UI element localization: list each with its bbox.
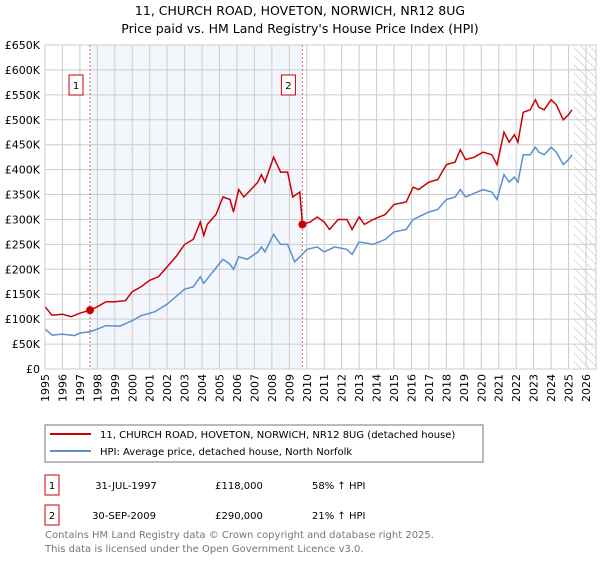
x-tick-label: 1997 bbox=[74, 374, 87, 402]
x-tick-label: 2025 bbox=[563, 374, 576, 402]
x-tick-label: 2015 bbox=[388, 374, 401, 402]
shaded-period bbox=[90, 45, 303, 369]
sale-point bbox=[298, 220, 307, 229]
y-tick-label: £250K bbox=[5, 238, 41, 251]
x-tick-label: 2005 bbox=[214, 374, 227, 402]
x-tick-label: 2002 bbox=[161, 374, 174, 402]
legend-box bbox=[44, 424, 484, 463]
chart-title: 11, CHURCH ROAD, HOVETON, NORWICH, NR12 … bbox=[135, 3, 465, 18]
sale-marker-badge bbox=[44, 504, 60, 526]
x-tick-label: 2003 bbox=[179, 374, 192, 402]
x-tick-label: 2014 bbox=[371, 374, 384, 402]
legend-label-property: 11, CHURCH ROAD, HOVETON, NORWICH, NR12 … bbox=[100, 430, 455, 441]
footer-licence: This data is licensed under the Open Gov… bbox=[44, 544, 364, 555]
x-tick-label: 1999 bbox=[109, 374, 122, 402]
sale-price: £118,000 bbox=[215, 481, 263, 492]
x-tick-label: 2000 bbox=[126, 374, 139, 402]
x-tick-label: 1995 bbox=[39, 374, 52, 402]
plot-frame bbox=[44, 44, 597, 370]
sale-date: 30-SEP-2009 bbox=[92, 511, 156, 522]
x-tick-label: 1996 bbox=[56, 374, 69, 402]
x-tick-label: 2019 bbox=[458, 374, 471, 402]
x-tick-label: 2021 bbox=[493, 374, 506, 402]
y-tick-label: £400K bbox=[5, 164, 41, 177]
y-tick-label: £500K bbox=[5, 114, 41, 127]
sale-label: 1 bbox=[73, 81, 79, 92]
y-tick-label: £150K bbox=[5, 288, 41, 301]
sale-label: 2 bbox=[285, 81, 291, 92]
property-price-line bbox=[44, 98, 573, 318]
x-tick-label: 2008 bbox=[266, 374, 279, 402]
y-tick-label: £0 bbox=[26, 363, 40, 376]
x-tick-label: 2009 bbox=[283, 374, 296, 402]
x-tick-label: 2007 bbox=[248, 374, 261, 402]
x-tick-label: 2001 bbox=[144, 374, 157, 402]
y-tick-label: £300K bbox=[5, 213, 41, 226]
legend-label-hpi: HPI: Average price, detached house, Nort… bbox=[100, 447, 352, 458]
y-tick-label: £550K bbox=[5, 89, 41, 102]
y-tick-label: £200K bbox=[5, 263, 41, 276]
sale-date: 31-JUL-1997 bbox=[95, 481, 157, 492]
sale-price: £290,000 bbox=[215, 511, 263, 522]
x-tick-label: 2022 bbox=[510, 374, 523, 402]
y-tick-label: £450K bbox=[5, 139, 41, 152]
sale-label-box bbox=[280, 74, 296, 96]
future-hatch bbox=[573, 45, 596, 369]
x-tick-label: 2024 bbox=[545, 374, 558, 402]
x-tick-label: 2023 bbox=[528, 374, 541, 402]
x-tick-label: 2017 bbox=[423, 374, 436, 402]
sale-hpi-diff: 21% ↑ HPI bbox=[312, 511, 365, 522]
footer-copyright: Contains HM Land Registry data © Crown c… bbox=[45, 530, 434, 541]
sale-number: 1 bbox=[49, 481, 55, 492]
x-tick-label: 2012 bbox=[336, 374, 349, 402]
sale-point bbox=[86, 306, 95, 315]
hpi-line bbox=[44, 145, 573, 337]
sale-marker-badge bbox=[44, 474, 60, 496]
x-tick-label: 2020 bbox=[475, 374, 488, 402]
x-tick-label: 2006 bbox=[231, 374, 244, 402]
y-tick-label: £600K bbox=[5, 64, 41, 77]
y-tick-label: £350K bbox=[5, 189, 41, 202]
x-tick-label: 2026 bbox=[580, 374, 593, 402]
x-tick-label: 2004 bbox=[196, 374, 209, 402]
y-tick-label: £650K bbox=[5, 39, 41, 52]
chart-subtitle: Price paid vs. HM Land Registry's House … bbox=[121, 21, 478, 36]
x-tick-label: 2010 bbox=[301, 374, 314, 402]
sale-label-box bbox=[68, 74, 84, 96]
sale-hpi-diff: 58% ↑ HPI bbox=[312, 481, 365, 492]
sale-row-2: 2 30-SEP-2009 £290,000 21% ↑ HPI bbox=[44, 504, 365, 526]
sale-row-1: 1 31-JUL-1997 £118,000 58% ↑ HPI bbox=[44, 474, 365, 496]
x-tick-label: 1998 bbox=[91, 374, 104, 402]
x-tick-label: 2016 bbox=[405, 374, 418, 402]
x-tick-label: 2018 bbox=[440, 374, 453, 402]
y-tick-label: £50K bbox=[12, 338, 41, 351]
sale-number: 2 bbox=[49, 511, 55, 522]
x-tick-label: 2011 bbox=[318, 374, 331, 402]
y-tick-label: £100K bbox=[5, 313, 41, 326]
x-tick-label: 2013 bbox=[353, 374, 366, 402]
